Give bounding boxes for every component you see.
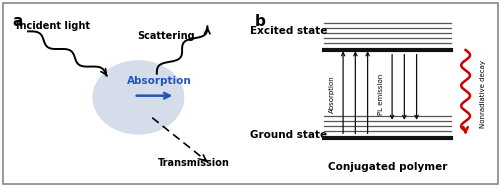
Text: Excited state: Excited state — [250, 26, 328, 36]
Text: Absorption: Absorption — [329, 75, 335, 113]
Text: Absorption: Absorption — [126, 76, 192, 86]
Text: Incident light: Incident light — [16, 21, 90, 31]
Text: Transmission: Transmission — [158, 158, 230, 168]
Ellipse shape — [92, 60, 184, 135]
Text: Scattering: Scattering — [137, 31, 195, 41]
Text: Conjugated polymer: Conjugated polymer — [328, 162, 447, 172]
Text: PL emission: PL emission — [378, 73, 384, 115]
Text: Ground state: Ground state — [250, 130, 327, 140]
Text: Nonradiative decay: Nonradiative decay — [480, 60, 486, 128]
Text: a: a — [12, 14, 22, 30]
Text: b: b — [255, 14, 266, 30]
